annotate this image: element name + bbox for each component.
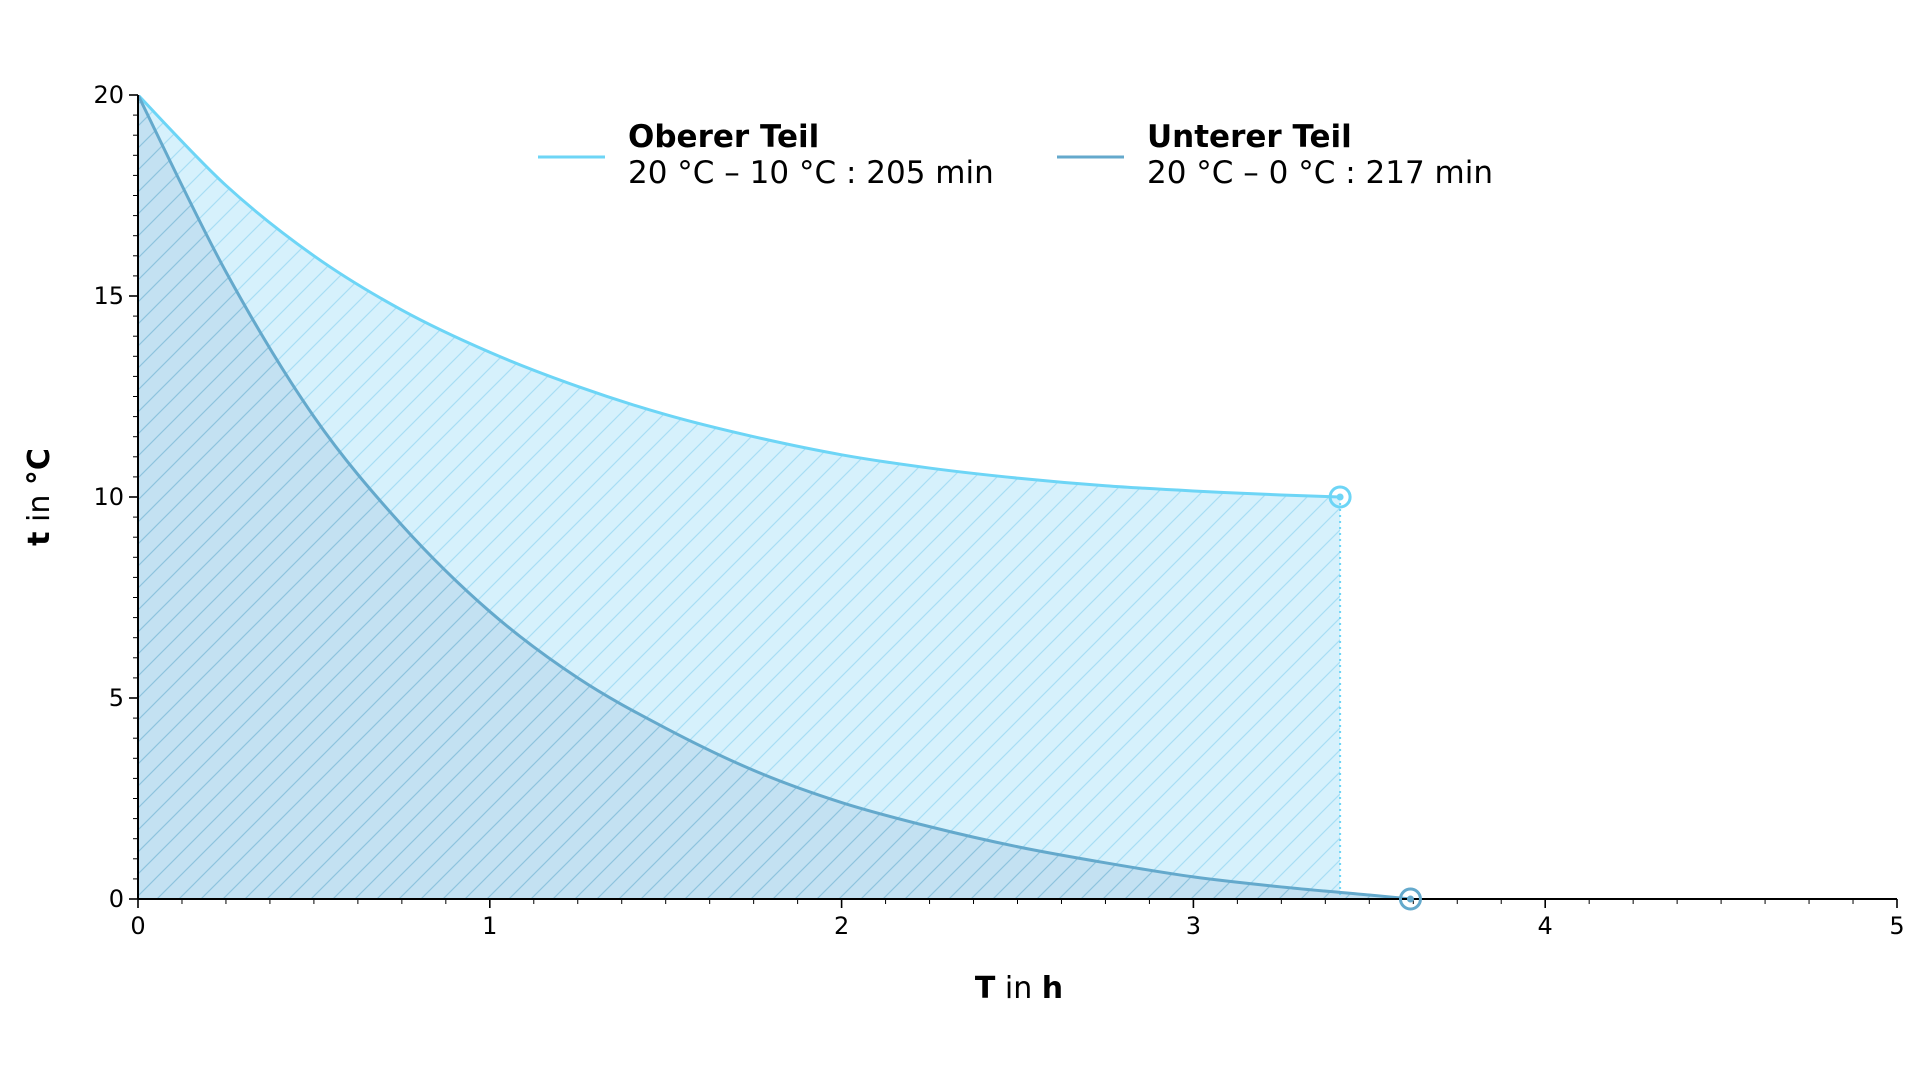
x-axis-ticks: 0 1 2 3 4 5 bbox=[130, 899, 1905, 940]
end-markers bbox=[1328, 485, 1422, 911]
x-axis-label: T in h bbox=[975, 971, 1063, 1006]
y-axis-label-unit: °C bbox=[22, 448, 57, 485]
legend-item-unterer-teil: Unterer Teil 20 °C – 0 °C : 217 min bbox=[1057, 119, 1493, 191]
y-tick-label: 15 bbox=[93, 282, 124, 310]
y-axis-ticks: 0 5 10 15 20 bbox=[93, 81, 138, 913]
end-marker-dot-unterer-teil bbox=[1406, 895, 1414, 903]
y-tick-label: 10 bbox=[93, 483, 124, 511]
y-axis-label-symbol: t bbox=[22, 532, 57, 546]
x-axis-label-unit: h bbox=[1042, 971, 1063, 1006]
legend: Oberer Teil 20 °C – 10 °C : 205 min Unte… bbox=[538, 119, 1493, 191]
x-tick-label: 5 bbox=[1889, 912, 1904, 940]
x-tick-label: 3 bbox=[1186, 912, 1201, 940]
legend-detail-oberer-teil: 20 °C – 10 °C : 205 min bbox=[628, 155, 994, 191]
plot-area bbox=[138, 95, 1411, 900]
x-tick-label: 4 bbox=[1538, 912, 1553, 940]
x-tick-label: 2 bbox=[834, 912, 849, 940]
legend-title-oberer-teil: Oberer Teil bbox=[628, 119, 819, 155]
y-axis-label: t in °C bbox=[22, 448, 57, 546]
area-hatch-unterer-teil bbox=[138, 95, 1411, 899]
y-tick-label: 5 bbox=[109, 684, 124, 712]
end-marker-ring-oberer-teil bbox=[1328, 485, 1352, 509]
y-tick-label: 0 bbox=[109, 885, 124, 913]
y-tick-label: 20 bbox=[93, 81, 124, 109]
legend-detail-unterer-teil: 20 °C – 0 °C : 217 min bbox=[1147, 155, 1493, 191]
y-axis-label-in: in bbox=[22, 485, 57, 531]
end-marker-ring-unterer-teil bbox=[1398, 887, 1422, 911]
x-axis-label-in: in bbox=[995, 971, 1041, 1006]
x-tick-label: 0 bbox=[130, 912, 145, 940]
series-line-unterer-teil bbox=[138, 95, 1411, 900]
series-line-oberer-teil bbox=[138, 95, 1341, 499]
end-marker-dot-oberer-teil bbox=[1336, 493, 1344, 501]
legend-title-unterer-teil: Unterer Teil bbox=[1147, 119, 1352, 155]
legend-item-oberer-teil: Oberer Teil 20 °C – 10 °C : 205 min bbox=[538, 119, 994, 191]
x-axis-label-symbol: T bbox=[975, 971, 996, 1006]
x-tick-label: 1 bbox=[482, 912, 497, 940]
